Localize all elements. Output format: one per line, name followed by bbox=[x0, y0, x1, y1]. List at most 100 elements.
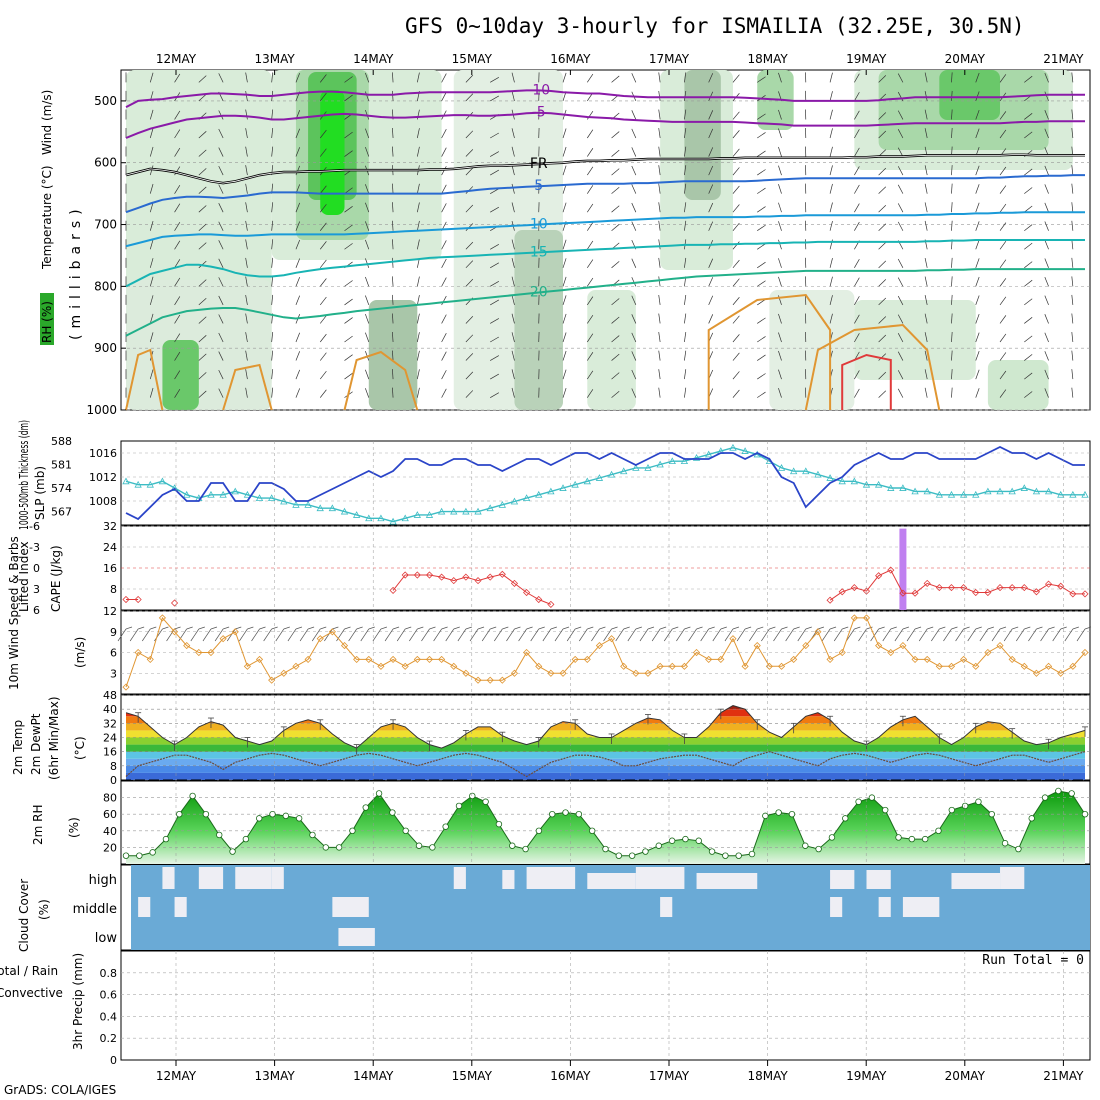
wind10m-barb-feather bbox=[174, 626, 181, 630]
rh-point bbox=[615, 852, 623, 859]
wind-barb bbox=[149, 128, 154, 139]
wind-barb bbox=[490, 77, 500, 83]
cape-bar bbox=[899, 528, 907, 610]
wind10m-point bbox=[729, 635, 737, 643]
wind-barb bbox=[757, 336, 766, 343]
wind10m-barb bbox=[263, 628, 272, 642]
wind-barb bbox=[878, 390, 887, 398]
li-point bbox=[425, 571, 434, 579]
precip-tick: 0.4 bbox=[100, 1010, 118, 1023]
wind-barb bbox=[757, 132, 766, 139]
wind10m-barb-feather bbox=[138, 626, 145, 630]
wind10m-point bbox=[826, 655, 834, 663]
wind10m-barb bbox=[736, 628, 746, 642]
cloud-clear-block bbox=[526, 867, 576, 889]
wind-barb bbox=[441, 166, 447, 176]
wind-barb bbox=[854, 296, 860, 306]
wind-barb bbox=[854, 388, 860, 398]
wind-barb bbox=[490, 392, 500, 398]
wind-barb bbox=[587, 222, 594, 231]
wind-barb bbox=[829, 258, 833, 268]
wind-barb bbox=[854, 333, 860, 343]
thickness-point bbox=[668, 457, 676, 465]
wind-barb bbox=[511, 332, 515, 343]
wind-barb bbox=[198, 168, 207, 176]
wind-barb bbox=[245, 257, 248, 268]
rh-point bbox=[895, 834, 902, 841]
rh-point bbox=[655, 842, 662, 849]
wind-barb bbox=[392, 387, 394, 398]
wind-barb bbox=[829, 202, 833, 213]
dewpt-label: 2m DewPt bbox=[29, 713, 43, 775]
cape-tick-16: 16 bbox=[103, 562, 117, 575]
wind10m-barb bbox=[336, 628, 345, 642]
wind-barb bbox=[1024, 261, 1033, 269]
wind10m-barb bbox=[651, 628, 661, 642]
wind-barb bbox=[392, 146, 394, 157]
wind-barb bbox=[511, 276, 515, 287]
wind10m-barb bbox=[299, 628, 309, 642]
wind10m-barb bbox=[1064, 628, 1074, 642]
wind10m-barb-feather bbox=[684, 626, 691, 630]
wind-barb bbox=[757, 243, 766, 250]
wind-barb bbox=[295, 276, 301, 287]
wind-barb bbox=[344, 150, 353, 157]
wind-barb bbox=[658, 146, 661, 157]
rh-point bbox=[1015, 845, 1022, 853]
warm-contour bbox=[707, 293, 832, 410]
thickness-point bbox=[692, 453, 701, 461]
thickness-point bbox=[146, 480, 154, 488]
wind10m-point bbox=[353, 655, 361, 663]
wind10m-barb bbox=[311, 628, 321, 642]
wind-barb bbox=[271, 350, 274, 361]
wind10m-point bbox=[753, 642, 761, 650]
wind-barb bbox=[684, 72, 687, 83]
isotherm-label-5: 5 bbox=[534, 178, 543, 194]
wind10m-point bbox=[814, 628, 822, 636]
wind-barb bbox=[611, 168, 620, 176]
wind-barb bbox=[365, 239, 370, 250]
wind10m-barb bbox=[979, 628, 989, 642]
wind-barb bbox=[511, 369, 515, 380]
wind10m-point bbox=[960, 655, 968, 663]
date-top-14MAY: 14MAY bbox=[353, 52, 394, 66]
rh-point bbox=[149, 849, 156, 856]
wind-barb bbox=[611, 224, 620, 231]
wind-barb bbox=[878, 223, 887, 231]
rh-patch bbox=[987, 360, 1049, 410]
wind-barb bbox=[245, 128, 248, 139]
wind-barb bbox=[149, 276, 154, 287]
wind-barb bbox=[897, 351, 904, 361]
wind-barb bbox=[829, 128, 833, 139]
li-point bbox=[486, 573, 494, 581]
cloud-clear-block bbox=[162, 867, 175, 889]
precip-tick: 0 bbox=[110, 1054, 117, 1067]
wind-barb bbox=[1071, 369, 1074, 380]
date-bottom-19MAY: 19MAY bbox=[846, 1069, 887, 1083]
rh-point bbox=[176, 811, 183, 818]
temp-band bbox=[126, 758, 1085, 766]
thickness-point bbox=[862, 480, 871, 488]
wind-barb bbox=[218, 295, 224, 306]
wind-barb bbox=[951, 369, 953, 380]
wind-barb bbox=[245, 350, 248, 361]
wind-barb bbox=[271, 387, 274, 398]
wind-barb bbox=[658, 109, 661, 120]
wind-barb bbox=[684, 387, 687, 398]
wind-barb bbox=[465, 130, 474, 139]
rh-point bbox=[469, 792, 476, 800]
wind-barb bbox=[490, 281, 500, 287]
wind-barb bbox=[924, 276, 928, 287]
wind-barb bbox=[897, 147, 904, 157]
wind-barb bbox=[245, 220, 248, 231]
wind10m-point bbox=[498, 676, 506, 684]
wind-tick-12: 12 bbox=[103, 605, 117, 618]
wind-barb bbox=[658, 387, 661, 398]
wind10m-barb-feather bbox=[1072, 626, 1079, 630]
rh-point bbox=[402, 827, 409, 834]
wind-barb bbox=[897, 295, 904, 306]
wind-barb bbox=[631, 147, 637, 157]
wind-barb bbox=[245, 313, 248, 324]
rh-point bbox=[136, 852, 143, 859]
